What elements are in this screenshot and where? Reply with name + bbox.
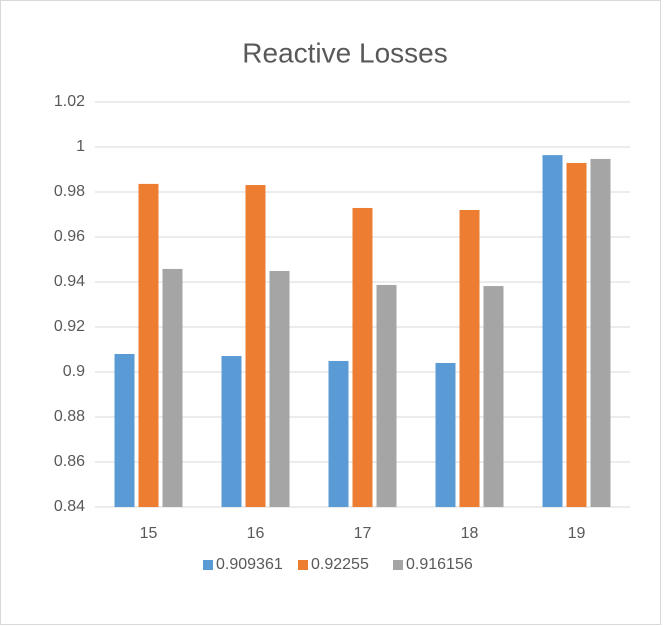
- y-tick-label: 0.9: [63, 363, 85, 380]
- bar: [435, 363, 456, 507]
- x-tick-label: 18: [461, 525, 479, 542]
- x-tick-label: 16: [247, 525, 265, 542]
- bar: [221, 356, 242, 507]
- legend-label: 0.92255: [311, 556, 369, 573]
- x-tick-label: 19: [568, 525, 586, 542]
- legend-label: 0.916156: [406, 556, 473, 573]
- y-tick-label: 1.02: [54, 93, 85, 110]
- bar: [114, 354, 135, 507]
- y-tick-label: 0.84: [54, 498, 85, 515]
- bar: [328, 360, 349, 507]
- bar: [542, 155, 563, 507]
- legend-swatch: [298, 560, 308, 570]
- bar: [376, 284, 397, 507]
- bar: [459, 210, 480, 507]
- bar: [245, 185, 266, 507]
- y-tick-label: 0.92: [54, 318, 85, 335]
- y-tick-label: 0.94: [54, 273, 85, 290]
- bar: [269, 270, 290, 507]
- y-tick-label: 0.88: [54, 408, 85, 425]
- y-tick-label: 0.86: [54, 453, 85, 470]
- y-tick-label: 0.98: [54, 183, 85, 200]
- bar: [352, 207, 373, 507]
- bar: [590, 158, 611, 508]
- x-tick-label: 15: [140, 525, 158, 542]
- chart-title: Reactive Losses: [242, 37, 447, 68]
- legend-swatch: [393, 560, 403, 570]
- bar: [483, 286, 504, 507]
- x-tick-label: 17: [354, 525, 372, 542]
- bar: [162, 268, 183, 507]
- y-tick-label: 1: [76, 138, 85, 155]
- bar: [138, 183, 159, 507]
- bar: [566, 162, 587, 507]
- legend-swatch: [203, 560, 213, 570]
- y-tick-label: 0.96: [54, 228, 85, 245]
- legend-label: 0.909361: [216, 556, 283, 573]
